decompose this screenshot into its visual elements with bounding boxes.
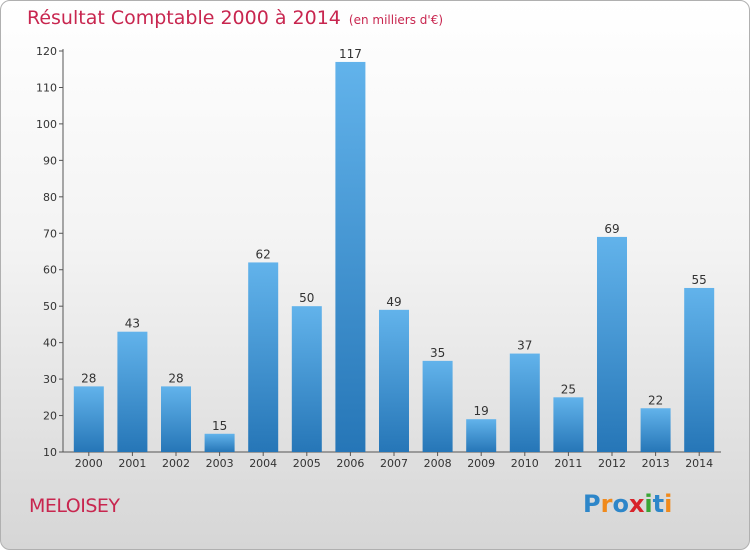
bar: [509, 353, 540, 452]
bar-value-label: 37: [517, 339, 532, 353]
bar: [422, 360, 453, 452]
bar-value-label: 69: [604, 222, 619, 236]
logo-letter: x: [628, 490, 645, 518]
bar-value-label: 49: [386, 295, 401, 309]
x-tick-label: 2013: [642, 457, 670, 470]
x-tick-label: 2010: [511, 457, 539, 470]
bar: [597, 236, 627, 452]
x-tick-label: 2011: [554, 457, 582, 470]
bar-value-label: 117: [339, 47, 362, 61]
logo-letter: r: [600, 490, 613, 518]
chart-title-text: Résultat Comptable 2000 à 2014: [27, 7, 341, 29]
bar: [161, 386, 191, 452]
bar: [553, 397, 584, 452]
bar-value-label: 28: [168, 371, 183, 385]
bar: [248, 262, 279, 452]
x-tick-label: 2008: [424, 457, 452, 470]
x-tick-label: 2003: [206, 457, 234, 470]
x-tick-label: 2006: [336, 457, 364, 470]
x-tick-label: 2002: [162, 457, 190, 470]
bar: [73, 386, 104, 452]
bar: [379, 309, 409, 452]
x-tick-label: 2001: [118, 457, 146, 470]
bar-value-label: 43: [125, 317, 140, 331]
x-tick-label: 2000: [75, 457, 103, 470]
y-tick-label: 80: [43, 191, 57, 204]
bar-value-label: 22: [648, 393, 663, 407]
bar-value-label: 15: [212, 419, 227, 433]
y-tick-label: 50: [43, 300, 57, 313]
x-tick-label: 2007: [380, 457, 408, 470]
bar: [291, 306, 322, 452]
bar: [335, 61, 366, 452]
y-tick-label: 10: [43, 446, 57, 459]
bar: [466, 419, 497, 452]
logo-letter: i: [664, 490, 673, 518]
bar-value-label: 19: [474, 404, 489, 418]
bar: [204, 433, 235, 452]
chart-title: Résultat Comptable 2000 à 2014 (en millie…: [27, 7, 443, 29]
logo-letter: P: [583, 490, 601, 518]
x-tick-label: 2005: [293, 457, 321, 470]
x-tick-label: 2012: [598, 457, 626, 470]
logo-letter: i: [644, 490, 653, 518]
logo-letter: t: [652, 490, 665, 518]
y-tick-label: 70: [43, 227, 57, 240]
bar-value-label: 28: [81, 371, 96, 385]
y-tick-label: 60: [43, 264, 57, 277]
x-tick-label: 2009: [467, 457, 495, 470]
y-tick-label: 20: [43, 410, 57, 423]
y-tick-label: 110: [36, 81, 57, 94]
x-tick-label: 2004: [249, 457, 277, 470]
bar: [117, 331, 148, 452]
y-tick-label: 40: [43, 337, 57, 350]
bar: [684, 287, 715, 452]
bar-value-label: 25: [561, 382, 576, 396]
x-tick-label: 2014: [685, 457, 713, 470]
y-tick-label: 90: [43, 154, 57, 167]
logo-letter: o: [612, 490, 629, 518]
bar: [640, 408, 671, 452]
bar-value-label: 50: [299, 291, 314, 305]
commune-name: MELOISEY: [29, 495, 120, 517]
y-tick-label: 30: [43, 373, 57, 386]
proxiti-logo[interactable]: Proxiti: [583, 490, 672, 518]
bar-value-label: 62: [256, 247, 271, 261]
y-tick-label: 100: [36, 118, 57, 131]
bar-value-label: 55: [692, 273, 707, 287]
y-tick-label: 120: [36, 45, 57, 58]
bar-value-label: 35: [430, 346, 445, 360]
chart-unit: (en milliers d'€): [348, 13, 444, 27]
